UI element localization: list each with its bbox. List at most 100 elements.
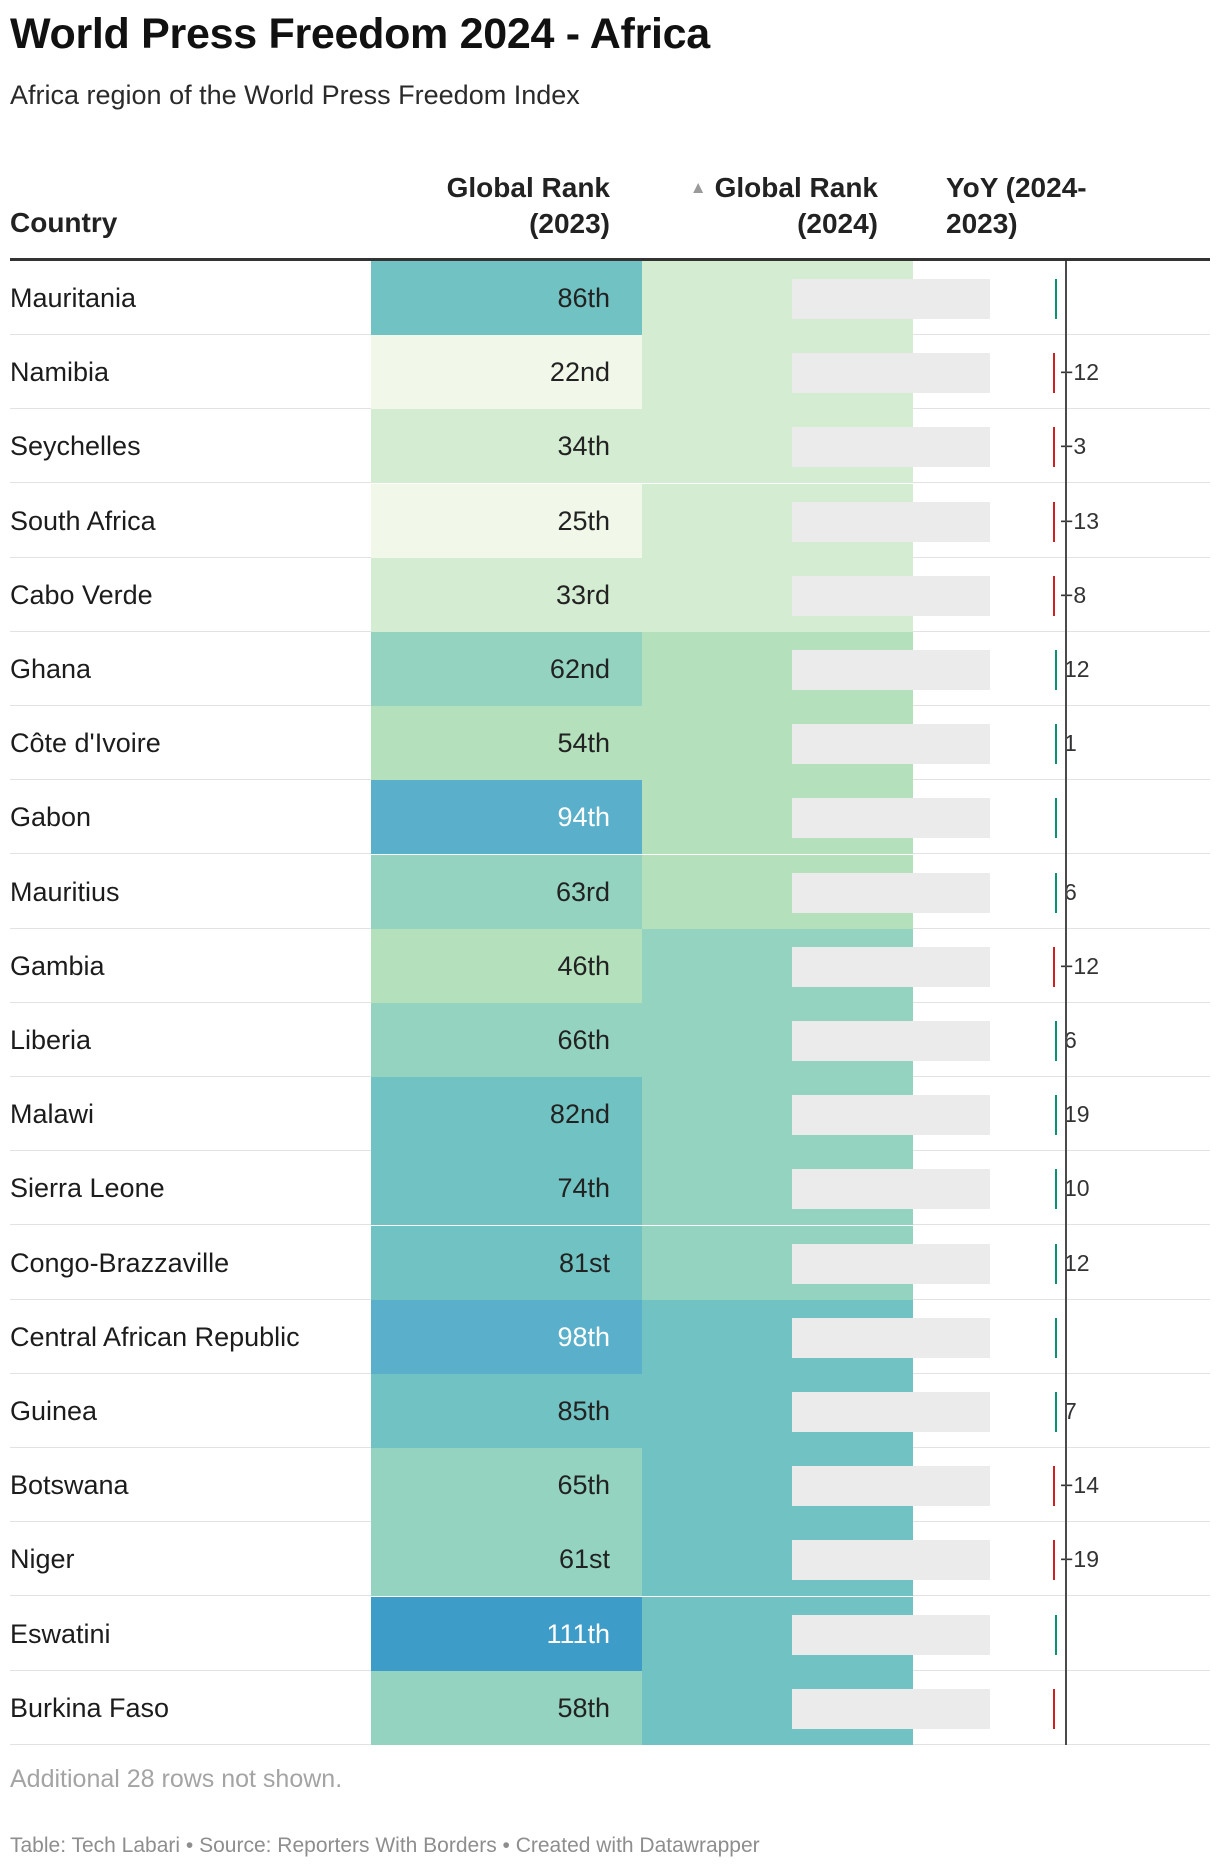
yoy-bar-negative bbox=[1053, 1688, 1055, 1729]
yoy-bar-positive bbox=[1055, 279, 1057, 319]
country-name: Liberia bbox=[10, 1025, 92, 1055]
rank-2023-cell: 82nd bbox=[371, 1077, 642, 1152]
table-row: Côte d'Ivoire54th53rd1 bbox=[10, 706, 1210, 781]
country-name: Niger bbox=[10, 1544, 75, 1575]
country-name: Burkina Faso bbox=[10, 1692, 170, 1723]
yoy-bar-negative bbox=[1053, 1540, 1055, 1581]
country-name: Côte d'Ivoire bbox=[10, 728, 161, 759]
table-row: Seychelles34th37th−3 bbox=[10, 409, 1210, 484]
rank-2023-cell: 54th bbox=[371, 706, 642, 781]
column-header-rank-2023[interactable]: Global Rank (2023) bbox=[370, 170, 610, 242]
table-row: Mauritania86th33rd53 bbox=[10, 261, 1210, 335]
country-name: Gambia bbox=[10, 950, 105, 981]
yoy-bar-background bbox=[792, 1688, 990, 1729]
rank-2023-cell: 58th bbox=[371, 1670, 642, 1745]
yoy-bar-background bbox=[792, 353, 990, 394]
table-row: Gambia46th58th−12 bbox=[10, 928, 1210, 1003]
yoy-bar-background bbox=[792, 798, 990, 839]
table-row: Sierra Leone74th64th10 bbox=[10, 1151, 1210, 1226]
yoy-value-label: 22 bbox=[1025, 1323, 1051, 1350]
yoy-value-label: 6 bbox=[1064, 1027, 1077, 1053]
yoy-bar-background bbox=[792, 501, 990, 542]
rank-2023-cell: 65th bbox=[371, 1448, 642, 1523]
country-name: Congo-Brazzaville bbox=[10, 1247, 230, 1278]
table-row: Eswatini111th85th26 bbox=[10, 1596, 1210, 1671]
rank-2023-cell: 66th bbox=[371, 1003, 642, 1077]
country-name: Eswatini bbox=[10, 1618, 111, 1649]
source-credits: Table: Tech Labari • Source: Reporters W… bbox=[10, 1834, 760, 1857]
yoy-bar-background bbox=[792, 872, 990, 913]
yoy-bar-background bbox=[792, 724, 990, 765]
chart-title: World Press Freedom 2024 - Africa bbox=[10, 10, 710, 58]
rank-2023-cell: 22nd bbox=[371, 335, 642, 410]
table-row: Congo-Brazzaville81st69th12 bbox=[10, 1225, 1210, 1300]
yoy-value-label: 12 bbox=[1064, 1249, 1090, 1276]
column-header-rank-2024-line2: (2024) bbox=[797, 208, 878, 239]
yoy-bar-background bbox=[792, 1243, 990, 1284]
country-name: Sierra Leone bbox=[10, 1173, 165, 1204]
table-row: Central African Republic98th76th22 bbox=[10, 1299, 1210, 1374]
column-header-rank-2024[interactable]: ▲ Global Rank (2024) bbox=[640, 170, 878, 242]
rank-2023-cell: 63rd bbox=[371, 854, 642, 929]
yoy-bar-background bbox=[792, 1095, 990, 1136]
table-row: Botswana65th79th−14 bbox=[10, 1448, 1210, 1523]
yoy-value-label: 7 bbox=[1064, 1398, 1077, 1424]
column-header-rank-2023-line1: Global Rank bbox=[446, 172, 610, 203]
yoy-bar-positive bbox=[1055, 1392, 1057, 1432]
rank-2023-cell: 62nd bbox=[371, 632, 642, 706]
yoy-bar-positive bbox=[1055, 872, 1057, 913]
country-name: Gabon bbox=[10, 802, 92, 833]
column-header-yoy[interactable]: YoY (2024- 2023) bbox=[946, 170, 1146, 242]
yoy-bar-positive bbox=[1055, 1243, 1057, 1284]
yoy-bar-background bbox=[792, 279, 990, 319]
yoy-bar-negative bbox=[1053, 1466, 1055, 1507]
chart-subtitle: Africa region of the World Press Freedom… bbox=[10, 80, 580, 110]
table-row: Cabo Verde33rd41st−8 bbox=[10, 557, 1210, 632]
yoy-bar-background bbox=[792, 1317, 990, 1358]
yoy-bar-background bbox=[792, 650, 990, 690]
yoy-value-label: 1 bbox=[1064, 730, 1077, 757]
yoy-bar-negative bbox=[1053, 575, 1055, 616]
column-header-rank-2024-line1: Global Rank bbox=[714, 172, 878, 203]
yoy-bar-positive bbox=[1055, 798, 1057, 839]
country-name: Ghana bbox=[10, 654, 92, 684]
country-name: Seychelles bbox=[10, 431, 141, 462]
yoy-bar-negative bbox=[1053, 501, 1055, 542]
yoy-bar-positive bbox=[1055, 724, 1057, 765]
yoy-bar-background bbox=[792, 1169, 990, 1210]
rows-hidden-note: Additional 28 rows not shown. bbox=[10, 1765, 343, 1793]
table-row: Niger61st80th−19 bbox=[10, 1522, 1210, 1597]
sort-ascending-icon: ▲ bbox=[689, 178, 707, 197]
rank-2023-cell: 98th bbox=[371, 1299, 642, 1374]
yoy-bar-positive bbox=[1055, 1614, 1057, 1655]
table-row: Namibia22nd34th−12 bbox=[10, 335, 1210, 410]
table-row: South Africa25th38th−13 bbox=[10, 483, 1210, 558]
rank-2023-cell: 34th bbox=[371, 409, 642, 484]
yoy-value-label: 19 bbox=[1064, 1101, 1090, 1128]
country-name: South Africa bbox=[10, 505, 156, 536]
yoy-value-label: 6 bbox=[1064, 878, 1077, 905]
rank-2023-cell: 81st bbox=[371, 1225, 642, 1300]
yoy-bar-positive bbox=[1055, 1021, 1057, 1061]
rank-2023-cell: 94th bbox=[371, 780, 642, 855]
column-header-yoy-line2: 2023) bbox=[946, 208, 1018, 239]
country-name: Cabo Verde bbox=[10, 579, 153, 610]
yoy-bar-positive bbox=[1055, 1169, 1057, 1210]
country-name: Central African Republic bbox=[10, 1321, 300, 1352]
yoy-value-label: −8 bbox=[1060, 581, 1087, 608]
yoy-value-label: −3 bbox=[1060, 433, 1087, 460]
yoy-value-label: 10 bbox=[1064, 1175, 1090, 1202]
country-name: Guinea bbox=[10, 1396, 98, 1426]
table-row: Burkina Faso58th86th−28 bbox=[10, 1670, 1210, 1745]
yoy-bar-background bbox=[792, 1466, 990, 1507]
country-name: Mauritania bbox=[10, 283, 137, 313]
yoy-value-label: 38 bbox=[1025, 804, 1051, 831]
rank-2023-cell: 111th bbox=[371, 1596, 642, 1671]
column-header-country[interactable]: Country bbox=[10, 207, 118, 238]
yoy-bar-positive bbox=[1055, 1095, 1057, 1136]
column-header-yoy-line1: YoY (2024- bbox=[946, 172, 1087, 203]
yoy-bar-negative bbox=[1053, 946, 1055, 987]
rank-2023-cell: 46th bbox=[371, 928, 642, 1003]
rank-2023-cell: 85th bbox=[371, 1374, 642, 1448]
yoy-zero-axis bbox=[1065, 261, 1067, 1745]
